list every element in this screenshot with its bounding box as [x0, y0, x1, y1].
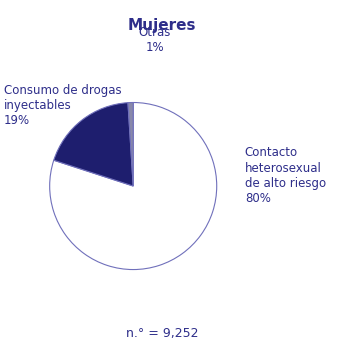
Wedge shape [128, 102, 133, 186]
Text: Consumo de drogas
inyectables
19%: Consumo de drogas inyectables 19% [4, 84, 121, 127]
Text: Otras
1%: Otras 1% [139, 26, 171, 54]
Text: Contacto
heterosexual
de alto riesgo
80%: Contacto heterosexual de alto riesgo 80% [245, 146, 326, 205]
Text: Mujeres: Mujeres [128, 18, 196, 33]
Wedge shape [50, 102, 217, 270]
Text: n.° = 9,252: n.° = 9,252 [126, 327, 198, 340]
Wedge shape [54, 103, 133, 186]
